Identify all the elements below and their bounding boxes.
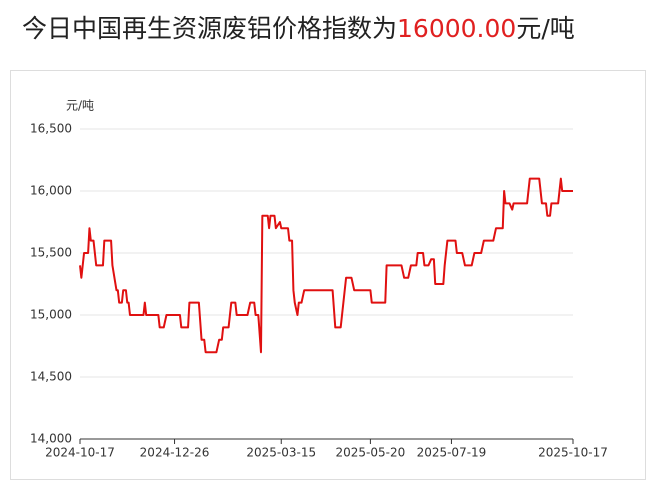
y-unit: 元/吨 — [66, 99, 94, 113]
title-value: 16000.00 — [397, 14, 516, 43]
x-tick-label: 2024-10-17 — [45, 446, 115, 460]
y-tick-label: 14,500 — [30, 370, 72, 384]
chart-frame — [10, 70, 646, 480]
y-tick-label: 15,500 — [30, 246, 72, 260]
y-tick-label: 14,000 — [30, 432, 72, 446]
y-tick-label: 16,000 — [30, 184, 72, 198]
x-tick-label: 2025-05-20 — [336, 446, 406, 460]
title-suffix: 元/吨 — [516, 14, 574, 43]
title-prefix: 今日中国再生资源废铝价格指数为 — [22, 14, 397, 43]
price-line — [79, 177, 573, 354]
y-tick-label: 15,000 — [30, 308, 72, 322]
chart-title: 今日中国再生资源废铝价格指数为16000.00元/吨 — [22, 14, 575, 43]
x-tick-label: 2025-10-17 — [538, 446, 608, 460]
x-tick-label: 2024-12-26 — [140, 446, 210, 460]
x-tick-label: 2025-03-15 — [246, 446, 316, 460]
y-tick-label: 16,500 — [30, 122, 72, 136]
x-tick-label: 2025-07-19 — [417, 446, 487, 460]
